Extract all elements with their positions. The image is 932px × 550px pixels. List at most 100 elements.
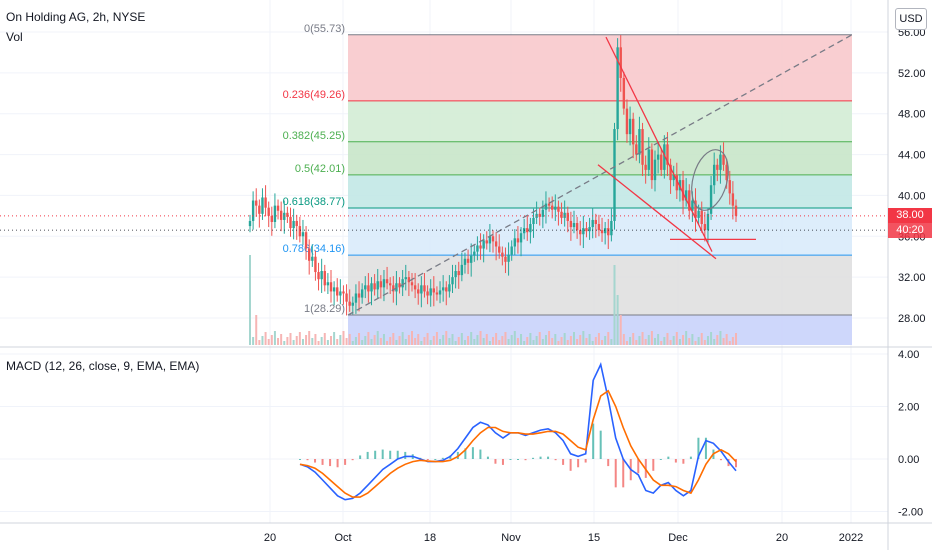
volume-bar	[585, 338, 588, 345]
volume-bar	[277, 338, 280, 345]
candle-body	[554, 206, 557, 210]
candle-body	[441, 287, 445, 291]
macd-histogram-bar	[547, 456, 550, 459]
volume-bar	[663, 337, 666, 345]
fib-zone	[348, 207, 852, 256]
candle-body	[445, 287, 448, 292]
candle-body	[270, 215, 274, 222]
volume-bar	[516, 338, 519, 345]
candle-body	[603, 228, 607, 234]
candle-body	[264, 197, 267, 208]
candle-body	[457, 271, 460, 276]
volume-bar	[439, 339, 442, 345]
candle-body	[656, 154, 660, 160]
candle-body	[323, 271, 326, 286]
fib-zone	[348, 34, 852, 101]
wedge-lower-line	[597, 164, 717, 260]
volume-bar	[370, 339, 373, 345]
candle-body	[638, 129, 641, 155]
macd-histogram-bar	[607, 459, 610, 467]
candle-body	[485, 240, 488, 244]
volume-bar	[298, 332, 301, 345]
candle-body	[706, 213, 710, 231]
candle-body	[460, 264, 464, 276]
candle-body	[550, 205, 554, 210]
volume-bar	[597, 333, 600, 345]
volume-bar	[261, 336, 264, 345]
wedge-upper-line	[605, 36, 713, 252]
macd-histogram-bar	[719, 459, 722, 461]
price-axis-tick: 56.00	[898, 27, 926, 39]
volume-bar	[650, 331, 653, 345]
candle-body	[684, 190, 688, 201]
volume-bar	[622, 334, 625, 345]
volume-bar	[728, 341, 731, 345]
macd-histogram-bar	[329, 459, 332, 467]
signal-line	[299, 389, 737, 498]
candle-body	[653, 159, 657, 181]
candle-body	[351, 302, 355, 306]
volume-bar	[411, 331, 413, 345]
candle-body	[716, 164, 719, 170]
volume-bar	[323, 333, 326, 345]
countdown-tag: 40:20	[888, 223, 932, 238]
price-axis-tick: 48.00	[898, 109, 926, 121]
volume-bar	[501, 336, 504, 345]
candle-body	[725, 164, 728, 181]
volume-bar	[442, 335, 445, 345]
candle-body	[354, 293, 358, 303]
macd-histogram-bar	[584, 459, 587, 463]
candle-body	[336, 287, 339, 296]
fib-level-label: 0(55.73)	[304, 23, 345, 35]
candle-body	[469, 255, 473, 263]
volume-bar	[523, 341, 526, 345]
volume-bar	[401, 332, 404, 345]
candle-body	[301, 232, 305, 237]
volume-bar	[273, 331, 276, 345]
macd-axis-tick: 0.00	[898, 454, 919, 466]
candle-body	[479, 245, 482, 249]
volume-bar	[632, 333, 635, 345]
candle-body	[491, 236, 495, 242]
candle-body	[429, 288, 432, 296]
macd-histogram-bar	[464, 448, 467, 459]
macd-histogram-bar	[577, 459, 580, 468]
candle-body	[283, 212, 286, 220]
candle-body	[669, 164, 672, 181]
volume-bar	[610, 339, 613, 345]
macd-histogram-bar	[344, 459, 347, 465]
volume-bar	[376, 331, 379, 345]
volume-bar	[267, 339, 270, 345]
macd-histogram-bar	[539, 456, 542, 459]
candle-body	[267, 207, 270, 216]
candle-body	[700, 210, 703, 225]
volume-bar	[351, 341, 354, 345]
volume-bar	[591, 341, 594, 345]
volume-bar	[492, 337, 494, 345]
candle-body	[407, 277, 411, 283]
candle-body	[360, 289, 364, 298]
volume-bar	[432, 336, 435, 345]
candle-body	[326, 282, 330, 286]
candle-body	[666, 144, 669, 165]
candle-body	[498, 246, 501, 253]
candle-body	[404, 277, 407, 280]
currency-button[interactable]: USD	[895, 8, 927, 30]
fib-level-label: 1(28.29)	[304, 303, 345, 315]
macd-histogram-bar	[682, 459, 685, 464]
candle-body	[423, 285, 426, 292]
volume-bar	[333, 332, 336, 345]
candle-body	[448, 284, 451, 292]
volume-bar	[629, 337, 632, 345]
candle-body	[731, 193, 735, 206]
volume-bar	[498, 340, 501, 345]
volume-bar	[594, 337, 597, 345]
volume-bar	[330, 336, 332, 345]
candle-body	[348, 301, 351, 306]
volume-bar	[535, 336, 538, 345]
candle-body	[501, 252, 504, 257]
macd-histogram-bar	[494, 459, 497, 464]
fib-zone	[348, 255, 852, 316]
volume-bar	[579, 335, 582, 345]
